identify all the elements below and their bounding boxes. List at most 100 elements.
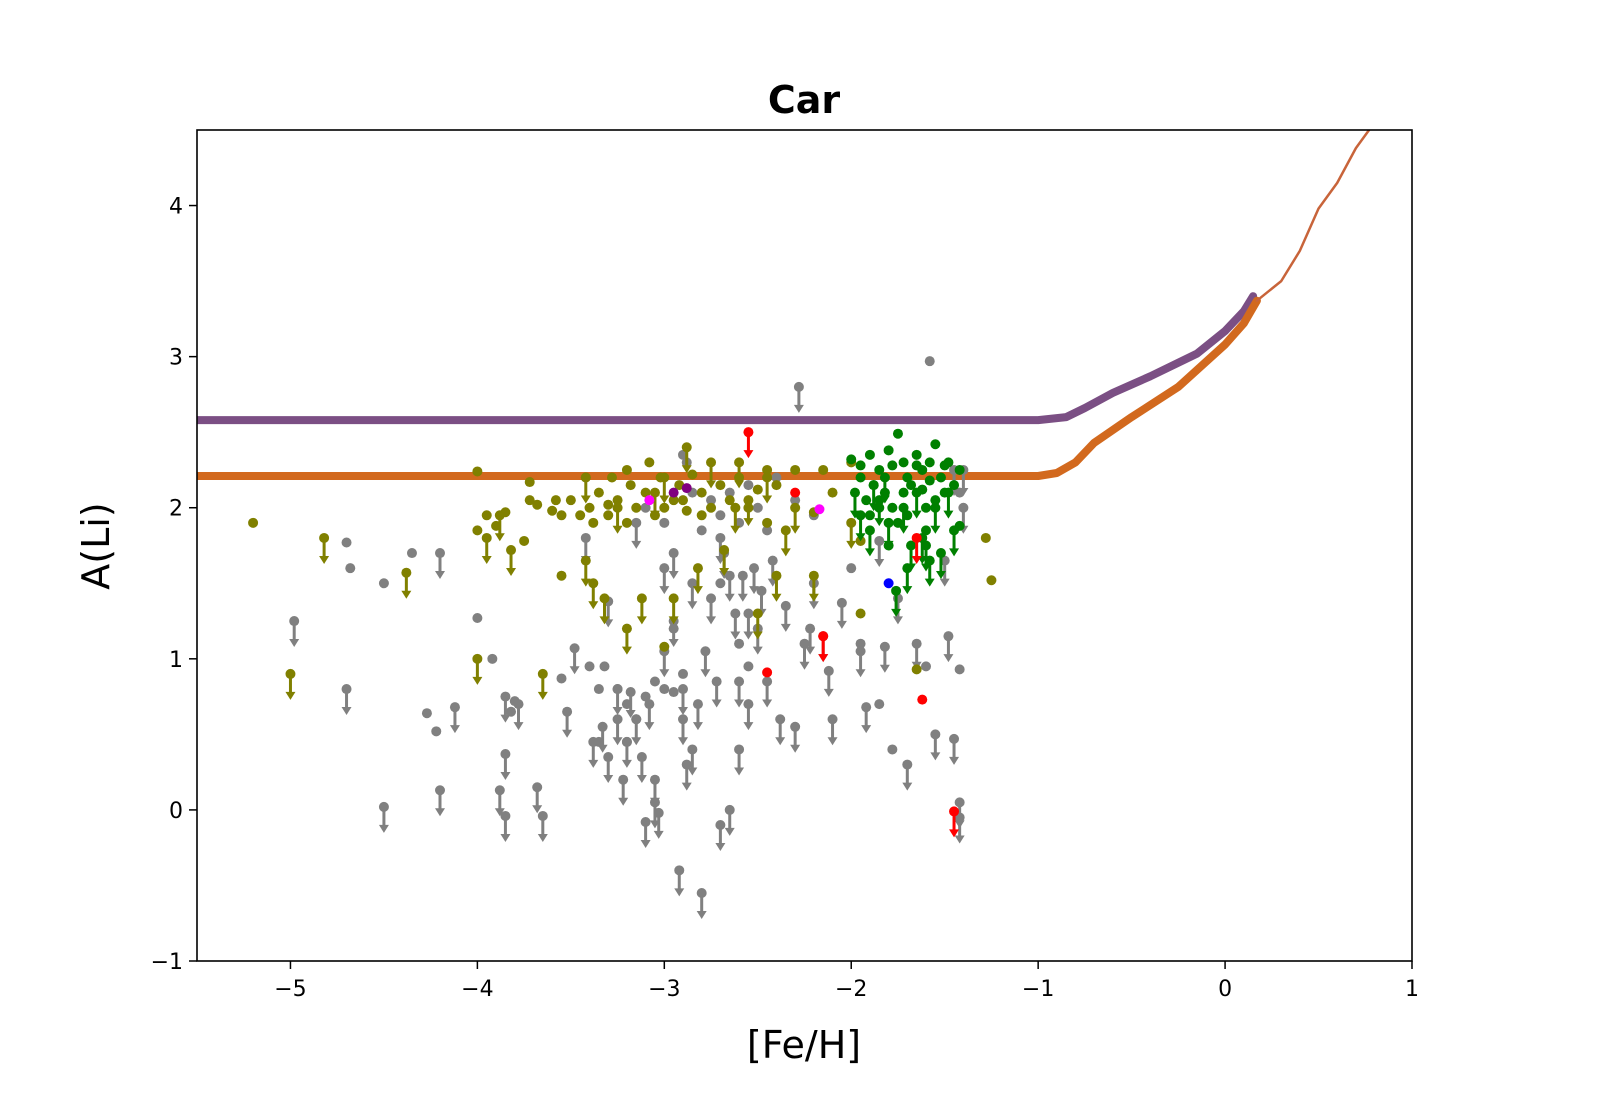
y-tick-label: −1 [151, 950, 183, 975]
upper-limit-point [612, 714, 623, 746]
y-tick-label: 2 [169, 497, 183, 522]
upper-limit-point [790, 502, 801, 534]
upper-limit-point [762, 676, 773, 708]
upper-limit-point [846, 517, 857, 549]
data-points [248, 356, 997, 920]
data-point [668, 495, 679, 506]
upper-limit-point [506, 545, 517, 577]
upper-limit-point [799, 638, 810, 670]
data-point [696, 525, 707, 536]
data-point [491, 520, 502, 531]
upper-limit-point [636, 593, 647, 625]
data-point [818, 464, 829, 475]
upper-limit-point [743, 427, 754, 459]
data-point [715, 578, 726, 589]
data-point [674, 480, 685, 491]
data-point [580, 472, 591, 483]
upper-limit-point [401, 567, 412, 599]
upper-limit-point [659, 563, 670, 595]
upper-limit-point [911, 532, 922, 564]
data-point [696, 487, 707, 498]
upper-limit-point [449, 702, 460, 734]
upper-limit-point [949, 733, 960, 765]
upper-limit-point [715, 820, 726, 852]
data-point [715, 510, 726, 521]
data-point [532, 499, 543, 510]
data-point [621, 517, 632, 528]
data-point [547, 505, 558, 516]
upper-limit-point [700, 646, 711, 678]
upper-limit-point [780, 600, 791, 632]
data-point [921, 502, 931, 513]
upper-limit-point [902, 563, 913, 595]
upper-limit-point [921, 540, 931, 572]
y-axis: −1 0 1 2 3 4 [151, 195, 197, 975]
upper-limit-point [678, 684, 688, 716]
upper-limit-point [341, 684, 352, 716]
upper-limit-point [500, 749, 511, 781]
upper-limit-point [734, 744, 745, 776]
data-point [846, 563, 857, 574]
upper-limit-point [532, 782, 543, 814]
data-point [743, 661, 754, 672]
upper-limit-point [818, 631, 829, 663]
data-point [593, 736, 604, 747]
upper-limit-point [790, 721, 801, 753]
data-point [724, 495, 735, 506]
upper-limit-point [706, 593, 717, 625]
upper-limit-point [930, 502, 941, 534]
data-point [898, 457, 909, 468]
data-point [659, 517, 670, 528]
data-point [668, 487, 679, 498]
upper-limit-point [687, 744, 698, 776]
x-axis: −5 −4 −3 −2 −1 0 1 [274, 961, 1419, 1002]
data-point [631, 502, 642, 513]
upper-limit-point [668, 548, 679, 580]
data-point [930, 439, 941, 450]
data-point [584, 661, 595, 672]
data-point [487, 653, 498, 664]
upper-limit-point [378, 801, 389, 833]
data-point [575, 510, 586, 521]
data-point [640, 502, 651, 513]
upper-limit-point [724, 570, 735, 602]
data-point [550, 495, 561, 506]
y-axis-label: A(Li) [74, 502, 118, 589]
data-point [588, 517, 599, 528]
upper-limit-point [943, 631, 954, 663]
data-point [752, 484, 763, 495]
upper-limit-point [696, 888, 707, 920]
data-point [921, 525, 931, 536]
upper-limit-point [762, 472, 773, 504]
upper-limit-point [687, 578, 698, 610]
data-point [752, 502, 763, 513]
upper-limit-point [734, 676, 745, 708]
upper-limit-point [930, 729, 941, 761]
data-point [509, 696, 520, 707]
upper-limit-point [644, 699, 655, 731]
data-point [861, 495, 872, 506]
data-point [883, 445, 894, 456]
data-point [924, 457, 935, 468]
data-point [743, 502, 754, 513]
data-point [659, 684, 670, 695]
upper-limit-point [640, 816, 651, 848]
upper-limit-point [481, 532, 492, 564]
upper-limit-point [706, 457, 717, 489]
data-point [883, 540, 894, 551]
upper-limit-point [827, 714, 838, 746]
data-point [644, 457, 655, 468]
data-point [762, 517, 773, 528]
upper-limit-point [500, 810, 511, 842]
x-tick-label: 1 [1405, 977, 1419, 1002]
data-point [771, 480, 782, 491]
data-point [678, 668, 688, 679]
data-point [855, 608, 866, 619]
data-point [892, 428, 903, 439]
upper-limit-point [285, 668, 296, 700]
upper-limit-point [954, 812, 965, 844]
data-point [954, 464, 965, 475]
data-point [556, 570, 567, 581]
data-point [341, 537, 352, 548]
data-point [472, 613, 483, 624]
